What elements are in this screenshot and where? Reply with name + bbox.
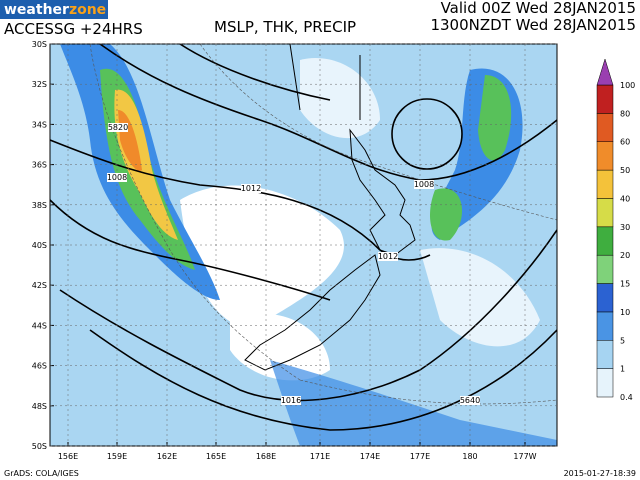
local-time: 1300NZDT Wed 28JAN2015 (430, 16, 636, 34)
coastlines (244, 44, 416, 371)
colorbar-extension (596, 58, 614, 86)
rain-band (478, 75, 512, 161)
colorbar-label: 5 (620, 336, 625, 345)
contour-label-bg (281, 396, 301, 405)
colorbar-segment (596, 169, 614, 199)
lon-label: 171E (310, 452, 330, 461)
logo-zone: zone (69, 2, 106, 18)
lat-label: 36S (32, 161, 47, 170)
colorbar-label: 10 (620, 308, 630, 317)
thickness-lines (89, 44, 557, 405)
colorbar-label: 20 (620, 251, 630, 260)
dry-area (180, 185, 344, 330)
lat-label: 48S (32, 402, 47, 411)
colorbar-label: 80 (620, 109, 630, 118)
rain-band (270, 360, 557, 446)
colorbar-segment (596, 226, 614, 256)
contour-label: 5640 (460, 396, 480, 405)
valid-time: Valid 00Z Wed 28JAN2015 (441, 0, 636, 17)
contour-label: 1008 (107, 173, 127, 182)
footer-timestamp: 2015-01-27-18:39 (564, 469, 636, 478)
contour-label: 1008 (414, 180, 434, 189)
lon-label: 156E (58, 452, 78, 461)
lat-label: 30S (32, 40, 47, 49)
lon-label: 177W (513, 452, 536, 461)
colorbar-segment (596, 141, 614, 171)
lon-label: 180 (462, 452, 477, 461)
colorbar-label: 30 (620, 223, 630, 232)
dry-area (420, 248, 540, 347)
lat-label: 34S (32, 120, 47, 129)
colorbar-label: 60 (620, 138, 630, 147)
lat-label: 42S (32, 281, 47, 290)
logo-box (0, 0, 108, 19)
lon-label: 159E (107, 452, 127, 461)
colorbar-segment (596, 113, 614, 142)
contour-label-bg (378, 252, 398, 261)
logo: weatherzone (4, 2, 106, 18)
colorbar-label: 40 (620, 194, 630, 203)
contour-label: 1016 (281, 396, 301, 405)
contour-label-bg (241, 184, 261, 193)
lat-label: 40S (32, 241, 47, 250)
lat-label: 50S (32, 442, 47, 451)
colorbar-segment (596, 340, 614, 369)
footer-source: GrADS: COLA/IGES (4, 469, 79, 478)
contour-label: 5820 (108, 123, 128, 132)
colorbar-label: 0.4 (620, 393, 633, 402)
contour-label-bg (414, 180, 434, 189)
colorbar-segment (596, 198, 614, 228)
colorbar-label: 15 (620, 280, 630, 289)
colorbar-segment (596, 254, 614, 284)
contour-label-bg (460, 396, 480, 405)
model-label: ACCESSG +24HRS (4, 20, 143, 38)
colorbar-segment (596, 283, 614, 313)
colorbar-label: 1 (620, 365, 625, 374)
lat-label: 38S (32, 201, 47, 210)
map-title: MSLP, THK, PRECIP (214, 18, 356, 36)
colorbar-segment (596, 84, 614, 114)
contour-label-bg (107, 173, 127, 182)
lon-label: 174E (360, 452, 380, 461)
rain-band (430, 188, 462, 241)
lon-label: 177E (410, 452, 430, 461)
lon-label: 165E (206, 452, 226, 461)
lat-label: 32S (32, 80, 47, 89)
lon-label: 162E (157, 452, 177, 461)
lon-label: 168E (256, 452, 276, 461)
colorbar-segment (596, 368, 614, 398)
logo-weather: weather (4, 2, 69, 18)
colorbar-segment (596, 311, 614, 341)
contour-label-bg (108, 123, 128, 132)
colorbar-label: 50 (620, 166, 630, 175)
contour-label: 1012 (378, 252, 398, 261)
dry-area (230, 313, 330, 381)
lat-label: 44S (32, 321, 47, 330)
contour-label: 1012 (241, 184, 261, 193)
map-field (50, 44, 557, 446)
colorbar-label: 100 (620, 81, 635, 90)
lat-label: 46S (32, 362, 47, 371)
